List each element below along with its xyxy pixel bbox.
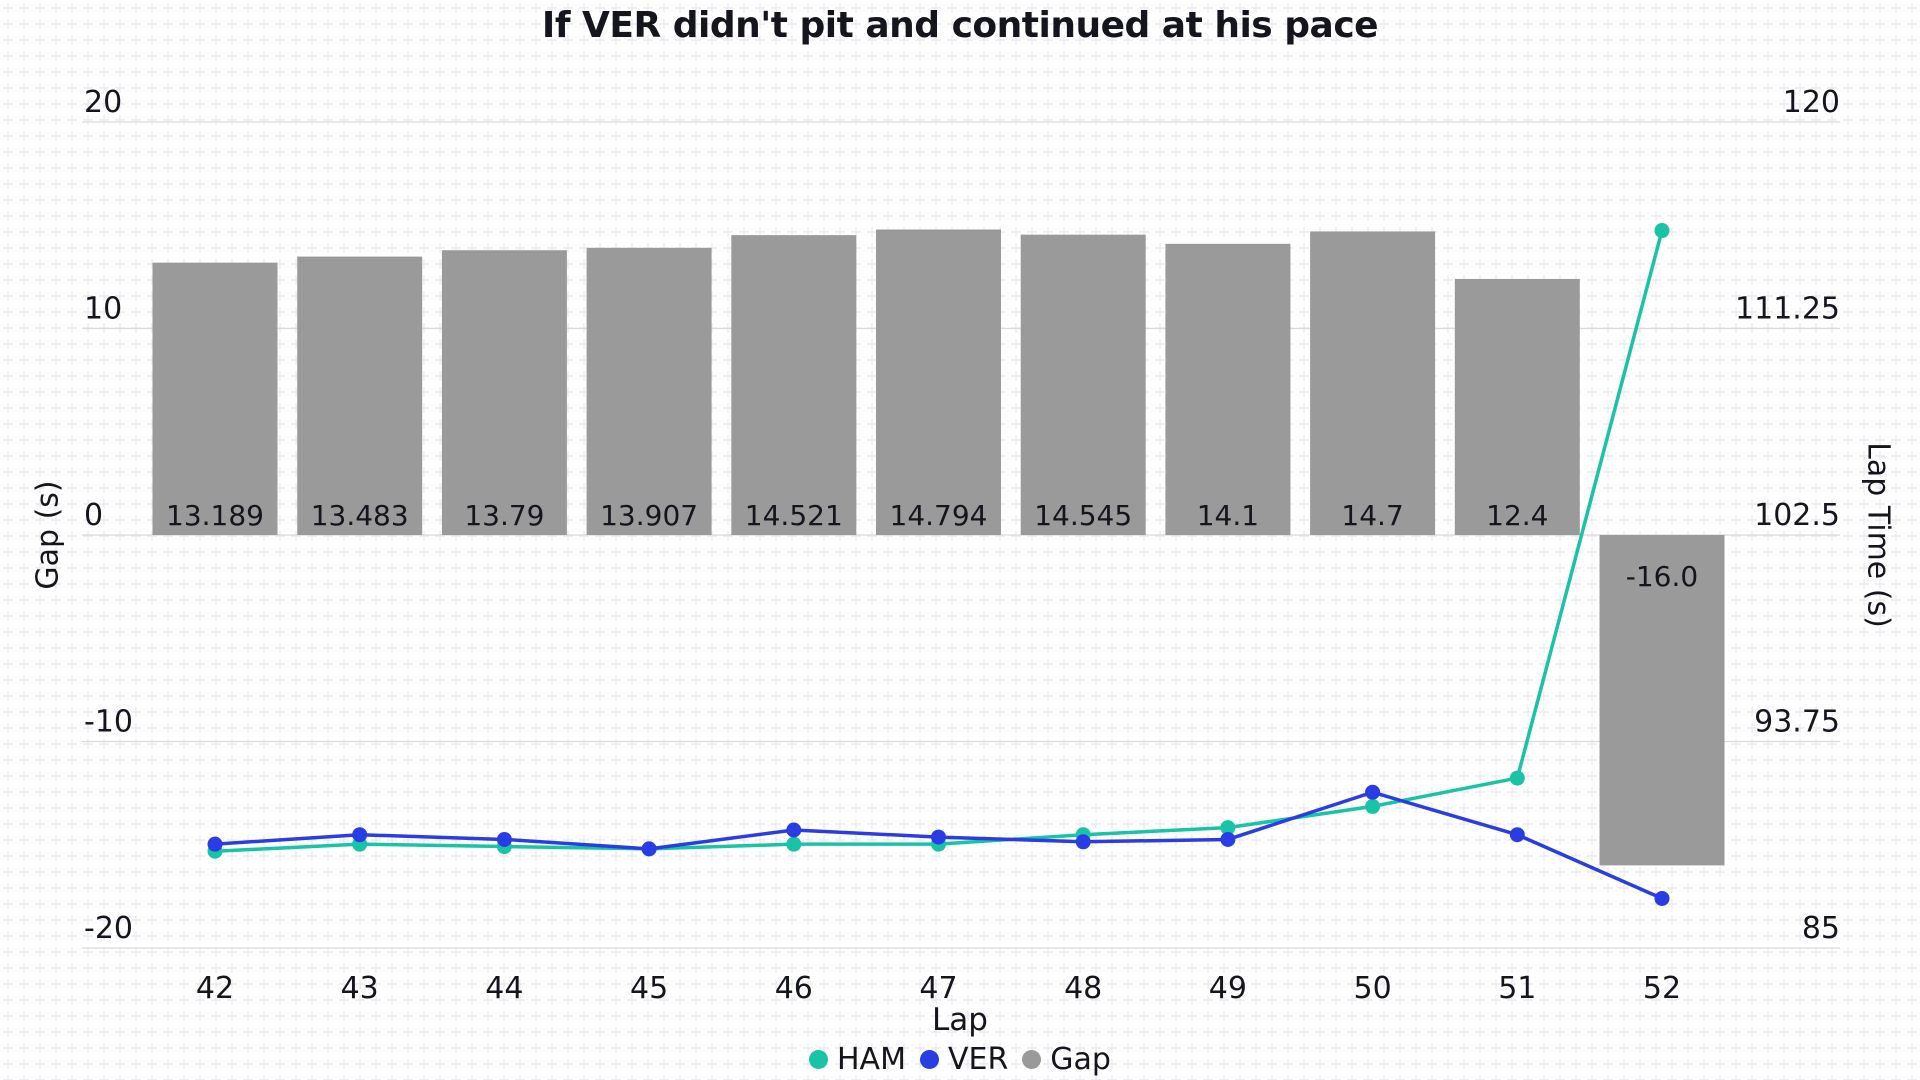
- x-tick-label: 44: [485, 971, 523, 1006]
- bar-value-label: 13.483: [311, 499, 409, 532]
- ver-point: [1509, 827, 1525, 843]
- right-tick-label: 111.25: [1735, 292, 1840, 327]
- legend-dot-ham: [809, 1050, 828, 1069]
- legend-label: Gap: [1050, 1042, 1111, 1077]
- bar-value-label: 14.1: [1197, 499, 1259, 532]
- x-tick-label: 45: [630, 971, 668, 1006]
- bar-value-label: 13.907: [600, 499, 698, 532]
- right-tick-label: 85: [1802, 911, 1840, 946]
- ver-point: [1220, 831, 1236, 847]
- right-tick-label: 93.75: [1754, 705, 1840, 740]
- left-tick-label: 10: [84, 292, 122, 327]
- right-tick-label: 102.5: [1754, 498, 1840, 533]
- gap-bar: [441, 250, 567, 535]
- legend: HAM VER Gap: [0, 1042, 1920, 1077]
- bar-value-labels-group: 13.189 13.483 13.79 13.907 14.521 14.794 14.54…: [166, 499, 1698, 593]
- ver-point: [641, 841, 657, 857]
- tick-labels-group: 20 120 10 111.25 0 102.5 -10 93.75 -20 85 42 43 44 45…: [84, 85, 1840, 1006]
- gap-bar: [876, 229, 1001, 535]
- x-tick-label: 42: [196, 971, 234, 1006]
- x-tick-label: 49: [1209, 971, 1247, 1006]
- ver-point: [931, 829, 946, 845]
- legend-item-ham: HAM: [809, 1042, 906, 1077]
- x-tick-label: 51: [1498, 971, 1536, 1006]
- gap-bar: [152, 262, 278, 535]
- ver-point: [496, 831, 512, 847]
- right-tick-label: 120: [1783, 85, 1840, 120]
- ham-point: [1654, 223, 1670, 239]
- ver-point: [352, 827, 368, 843]
- gap-bar: [1020, 234, 1146, 535]
- bar-value-label: 14.521: [745, 499, 843, 532]
- left-tick-label: 20: [84, 85, 122, 120]
- ham-point: [1365, 798, 1381, 814]
- gap-bar: [1310, 231, 1436, 535]
- x-tick-label: 52: [1643, 971, 1681, 1006]
- gap-bar: [297, 256, 423, 535]
- gap-bar: [1454, 278, 1580, 535]
- ver-point: [1654, 890, 1670, 906]
- ham-point: [1509, 770, 1525, 786]
- bar-value-label: -16.0: [1626, 560, 1698, 593]
- left-tick-label: 0: [84, 498, 103, 533]
- gap-bar: [1165, 243, 1291, 535]
- left-tick-label: -20: [84, 911, 133, 946]
- x-tick-label: 47: [919, 971, 957, 1006]
- bar-value-label: 14.794: [890, 499, 988, 532]
- ham-point: [786, 836, 802, 852]
- bar-value-label: 13.79: [464, 499, 544, 532]
- ver-point: [1075, 834, 1091, 850]
- line-series-group: [207, 223, 1670, 906]
- bar-value-label: 13.189: [166, 499, 264, 532]
- gap-bars-group: [152, 229, 1725, 866]
- bar-value-label: 12.4: [1486, 499, 1548, 532]
- ham-point: [1220, 820, 1236, 836]
- ver-point: [786, 822, 802, 838]
- ver-point: [1365, 784, 1381, 800]
- legend-item-gap: Gap: [1022, 1042, 1111, 1077]
- gap-bar: [586, 247, 712, 536]
- left-axis-title: Gap (s): [30, 480, 66, 590]
- ver-point: [207, 836, 223, 852]
- legend-label: VER: [947, 1042, 1009, 1077]
- legend-dot-ver: [919, 1050, 939, 1069]
- bar-value-label: 14.545: [1034, 499, 1132, 532]
- bar-value-label: 14.7: [1341, 499, 1403, 532]
- left-tick-label: -10: [84, 705, 133, 740]
- right-axis-title: Lap Time (s): [1860, 442, 1896, 628]
- legend-label: HAM: [837, 1042, 906, 1077]
- chart-title: If VER didn't pit and continued at his p…: [541, 5, 1379, 46]
- legend-item-ver: VER: [919, 1042, 1009, 1077]
- legend-dot-gap: [1022, 1050, 1042, 1069]
- gap-bar: [1599, 535, 1725, 866]
- x-tick-label: 50: [1354, 971, 1392, 1006]
- x-tick-label: 43: [341, 971, 379, 1006]
- x-axis-title: Lap: [932, 1002, 988, 1038]
- x-tick-label: 48: [1064, 971, 1102, 1006]
- gap-bar: [731, 235, 857, 535]
- x-tick-label: 46: [775, 971, 813, 1006]
